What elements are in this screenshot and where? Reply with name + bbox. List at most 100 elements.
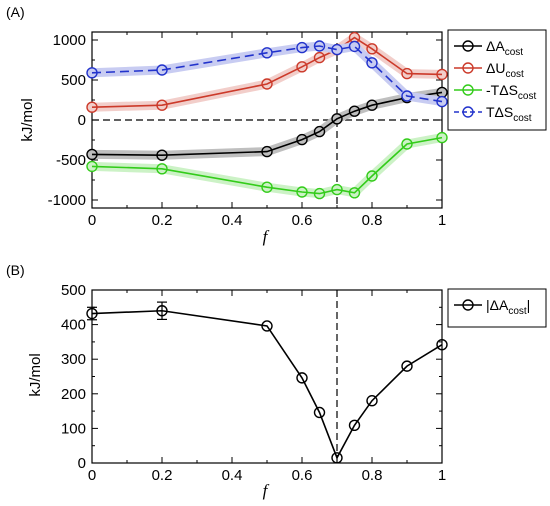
legend-item: ΔUcost [454, 60, 524, 80]
legend-label-sub: cost [505, 69, 524, 80]
data-point [366, 43, 378, 55]
data-point [401, 90, 413, 102]
legend-label-sub: cost [513, 113, 532, 124]
data-point [261, 181, 273, 193]
series-0 [86, 301, 448, 464]
legend-label-main: ΔA [486, 38, 505, 54]
data-point [331, 183, 343, 196]
x-tick-label: 0.8 [362, 467, 383, 484]
legend-label: -TΔScost [486, 82, 536, 102]
y-tick-label: 0 [78, 112, 86, 129]
panel-b-chart: (B) 0 0.2 0.4 0.6 0.8 1 0 100 200 300 400 500 kJ/mol f… [6, 262, 547, 500]
legend-item: -TΔScost [454, 82, 536, 102]
x-tick-label: 1 [438, 212, 446, 229]
data-point [156, 163, 168, 175]
data-point [366, 170, 378, 182]
legend-label-main: -TΔS [486, 82, 518, 98]
legend-label-main: TΔS [486, 104, 513, 120]
x-tick-label: 0.2 [152, 212, 173, 229]
panel-a-chart: (A) 0 0.2 0.4 0.6 0.8 1 -1000 -500 0 500 1000 kJ/mol… [6, 4, 547, 246]
data-point [348, 40, 361, 53]
data-point [348, 419, 361, 431]
data-point [86, 101, 98, 113]
data-point [261, 78, 273, 90]
data-point [156, 305, 168, 317]
data-point [261, 145, 273, 158]
data-point [296, 133, 308, 146]
data-point [401, 360, 413, 372]
y-tick-label: 500 [61, 282, 86, 299]
x-tick-label: 0 [88, 467, 96, 484]
data-point [156, 99, 168, 111]
legend-item: TΔScost [454, 104, 532, 124]
legend-swatch-marker [462, 40, 474, 52]
y-tick-label: 200 [61, 386, 86, 403]
x-tick-label: 0.2 [152, 467, 173, 484]
data-point [401, 138, 413, 150]
legend-item: |ΔAcost| [454, 297, 530, 317]
legend-label-sub: cost [505, 47, 524, 58]
data-point [156, 149, 168, 161]
data-point [436, 338, 448, 351]
legend-swatch-marker [462, 106, 474, 118]
x-tick-label: 0.6 [292, 212, 313, 229]
data-point [313, 51, 326, 64]
data-point [331, 113, 343, 125]
data-point [331, 43, 343, 56]
panel-label: (A) [6, 4, 25, 20]
data-point [436, 68, 448, 81]
legend-label-tail: | [527, 297, 531, 313]
x-axis-title: f [263, 481, 270, 500]
data-point [331, 452, 343, 464]
x-axis-title: f [263, 227, 270, 246]
series-1 [86, 31, 448, 113]
data-point [296, 186, 308, 198]
series-0 [86, 86, 448, 161]
data-point [366, 395, 378, 407]
data-point [436, 95, 448, 108]
y-tick-label: 100 [61, 420, 86, 437]
y-tick-label: 1000 [53, 32, 86, 49]
data-point [348, 105, 361, 117]
legend-label: TΔScost [486, 104, 532, 124]
data-point [86, 307, 98, 320]
legend-item: ΔAcost [454, 38, 523, 58]
data-point [86, 148, 98, 161]
data-point [313, 40, 326, 52]
panel-label: (B) [6, 262, 25, 278]
series-line [91, 309, 443, 460]
x-tick-label: 0.6 [292, 467, 313, 484]
legend-label-sub: cost [518, 91, 537, 102]
x-tick-label: 1 [438, 467, 446, 484]
series-line [91, 136, 443, 195]
data-point [86, 67, 98, 79]
data-point [313, 406, 326, 419]
series-line [91, 45, 443, 103]
y-tick-label: -1000 [48, 192, 86, 209]
series-line [91, 91, 443, 157]
data-point [366, 57, 378, 69]
data-point [86, 160, 98, 173]
legend-swatch-marker [462, 62, 474, 74]
legend: |ΔAcost| [447, 288, 547, 328]
y-tick-label: 0 [78, 455, 86, 472]
x-tick-label: 0.8 [362, 212, 383, 229]
y-tick-label: -500 [56, 152, 86, 169]
data-point [436, 131, 448, 144]
legend-label-main: |ΔA [486, 297, 509, 313]
legend-label: ΔAcost [486, 38, 523, 58]
data-point [261, 320, 273, 332]
data-point [296, 372, 308, 384]
legend-label: ΔUcost [486, 60, 524, 80]
data-point [156, 64, 168, 76]
legend-swatch-marker [462, 84, 474, 96]
data-point [261, 47, 273, 59]
x-tick-label: 0.4 [222, 467, 243, 484]
data-point [296, 41, 308, 54]
y-tick-label: 500 [61, 72, 86, 89]
data-point [401, 67, 413, 80]
plot-frame [91, 289, 443, 464]
data-point [348, 187, 361, 199]
